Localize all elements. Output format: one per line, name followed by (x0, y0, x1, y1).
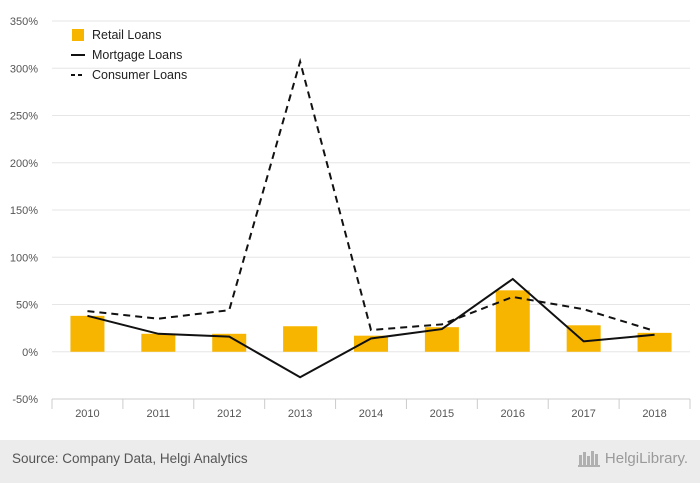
y-tick-label: 250% (10, 111, 38, 123)
y-tick-label: -50% (12, 394, 38, 406)
bar (141, 333, 176, 352)
bar (637, 332, 672, 352)
source-note: Source: Company Data, Helgi Analytics (12, 451, 248, 466)
y-tick-label: 0% (22, 347, 38, 359)
x-tick-label: 2012 (217, 408, 241, 420)
legend-swatch (72, 29, 84, 41)
legend-item: Mortgage Loans (71, 48, 182, 62)
grid-lines (52, 20, 690, 353)
bar-series-retail-loans (70, 290, 672, 352)
line-consumer-loans (87, 57, 655, 332)
x-tick-label: 2014 (359, 408, 383, 420)
y-tick-label: 200% (10, 158, 38, 170)
x-tick-label: 2011 (147, 408, 171, 420)
legend-label: Consumer Loans (92, 68, 187, 82)
legend-label: Mortgage Loans (92, 48, 182, 62)
y-tick-label: 50% (16, 300, 38, 312)
bar (70, 315, 105, 352)
y-tick-label: 350% (10, 16, 38, 28)
x-tick-label: 2018 (642, 408, 666, 420)
legend-label: Retail Loans (92, 28, 162, 42)
legend: Retail Loans Mortgage Loans Consumer Loans (71, 28, 187, 82)
chart: -50%0%50%100%150%200%250%300%350% 2010 20… (10, 16, 691, 420)
bar (354, 335, 388, 352)
line-series (87, 57, 655, 379)
line-mortgage-loans (87, 277, 655, 379)
bar (212, 333, 247, 352)
x-tick-label: 2010 (75, 408, 99, 420)
x-tick-label: 2017 (571, 408, 595, 420)
legend-item: Consumer Loans (71, 68, 187, 82)
bar (495, 290, 530, 352)
y-tick-label: 100% (10, 252, 38, 264)
x-tick-label: 2013 (288, 408, 312, 420)
x-axis: 2010 2011 2012 2013 2014 2015 2016 2017 2018 (51, 398, 691, 420)
footer: Source: Company Data, Helgi Analytics He… (0, 440, 700, 483)
y-tick-label: 150% (10, 205, 38, 217)
y-tick-label: 300% (10, 63, 38, 75)
library-logo-icon (577, 451, 600, 467)
legend-item: Retail Loans (72, 28, 162, 42)
x-tick-label: 2015 (430, 408, 454, 420)
x-tick-label: 2016 (501, 408, 525, 420)
bar (283, 326, 318, 352)
brand: HelgiLibrary. (577, 449, 688, 467)
brand-name: HelgiLibrary. (604, 449, 688, 467)
y-axis-ticks: -50% 0% 50% 100% 150% 200% 250% 300% 350% (10, 16, 38, 406)
bar (566, 325, 601, 352)
